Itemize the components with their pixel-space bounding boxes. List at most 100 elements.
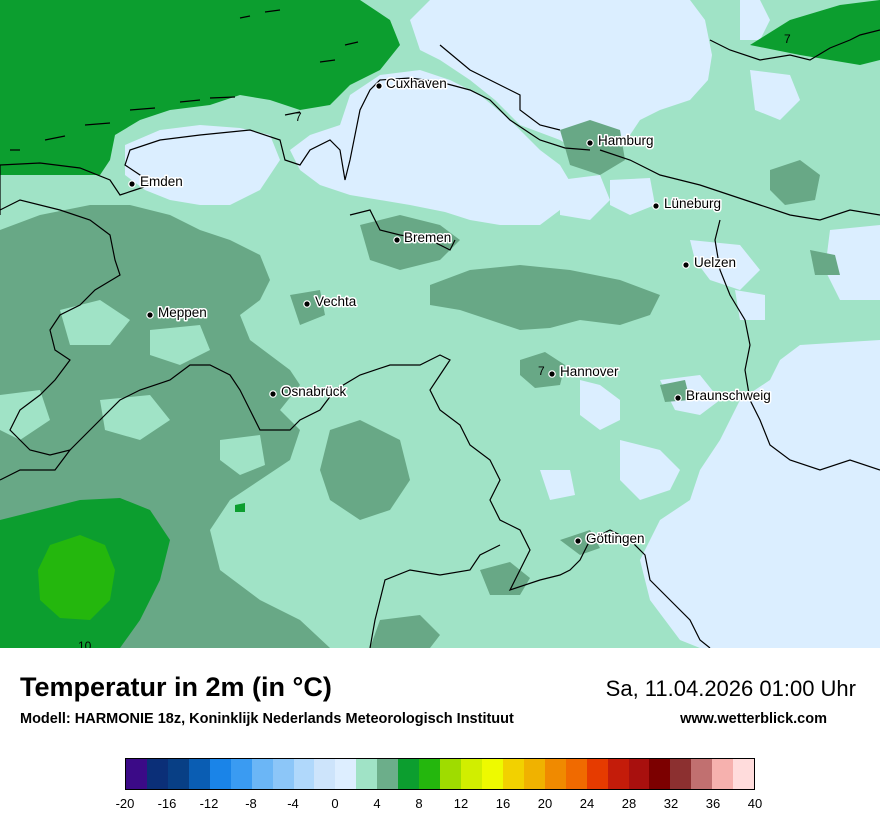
color-swatch <box>419 759 441 789</box>
color-swatch <box>293 759 315 789</box>
city-label: Lüneburg <box>664 196 721 211</box>
scale-tick-label: 24 <box>579 796 595 811</box>
temp-band-0-2 <box>125 0 880 648</box>
color-swatch <box>607 759 629 789</box>
city-marker <box>303 300 311 308</box>
forecast-datetime: Sa, 11.04.2026 01:00 Uhr <box>605 676 856 701</box>
scale-tick-label: -16 <box>157 796 177 811</box>
scale-tick-label: 32 <box>663 796 679 811</box>
scale-tick-label: -4 <box>287 796 299 811</box>
city-label: Cuxhaven <box>386 76 447 91</box>
city-label: Hamburg <box>598 133 654 148</box>
city-label: Emden <box>140 174 183 189</box>
contour-label: 10 <box>78 639 92 648</box>
model-info: Modell: HARMONIE 18z, Koninklijk Nederla… <box>20 711 514 727</box>
city-11: Göttingen <box>574 530 646 548</box>
color-swatch <box>398 759 420 789</box>
scale-tick-label: 16 <box>495 796 511 811</box>
temperature-map: Cuxhaven Hamburg Emden Lüneburg Bremen Uelzen… <box>0 0 880 648</box>
temp-band-4-6-pockets <box>0 300 265 475</box>
city-label: Bremen <box>404 230 451 245</box>
city-6: Vechta <box>303 293 358 311</box>
city-marker <box>128 180 136 188</box>
city-layer: Cuxhaven Hamburg Emden Lüneburg Bremen Uelzen… <box>128 75 772 548</box>
city-7: Meppen <box>146 304 208 322</box>
scale-tick-label: -8 <box>245 796 257 811</box>
scale-tick-label: 28 <box>621 796 637 811</box>
color-swatch <box>628 759 650 789</box>
scale-tick-label: 12 <box>453 796 469 811</box>
city-3: Lüneburg <box>652 195 723 213</box>
color-swatch <box>209 759 231 789</box>
city-marker <box>393 236 401 244</box>
city-label: Hannover <box>560 364 619 379</box>
color-swatch <box>440 759 461 789</box>
city-marker <box>269 390 277 398</box>
city-label: Braunschweig <box>686 388 771 403</box>
color-swatch <box>733 759 755 789</box>
contour-label: 7 <box>538 364 545 378</box>
city-marker <box>574 537 582 545</box>
color-swatch <box>586 759 608 789</box>
website-url: www.wetterblick.com <box>680 711 827 727</box>
coastlines-borders <box>0 29 880 648</box>
scale-tick-label: -20 <box>115 796 135 811</box>
color-swatch <box>251 759 273 789</box>
city-9: Osnabrück <box>269 383 348 401</box>
color-swatch <box>146 759 168 789</box>
color-swatch <box>691 759 713 789</box>
color-swatch <box>461 759 482 789</box>
color-swatch <box>649 759 671 789</box>
contour-label: 7 <box>295 110 302 124</box>
city-2: Emden <box>128 173 184 191</box>
temp-band-10-12 <box>38 535 115 620</box>
color-swatch <box>712 759 734 789</box>
scale-tick-label: 0 <box>331 796 339 811</box>
color-swatch <box>544 759 566 789</box>
color-scale-ticks: -20 -16 -12 -8 -4 0 4 8 12 16 20 24 28 32 36 40 <box>116 796 763 816</box>
color-swatch <box>481 759 503 789</box>
city-marker <box>375 82 383 90</box>
city-label: Göttingen <box>586 531 645 546</box>
color-swatch <box>230 759 252 789</box>
city-1: Hamburg <box>586 132 655 150</box>
city-label: Osnabrück <box>281 384 347 399</box>
color-swatch <box>126 759 147 789</box>
city-marker <box>146 311 154 319</box>
city-4: Bremen <box>393 229 453 247</box>
map-title: Temperatur in 2m (in °C) <box>20 672 332 702</box>
color-swatch <box>356 759 378 789</box>
color-swatch <box>314 759 336 789</box>
color-swatch <box>670 759 692 789</box>
city-label: Uelzen <box>694 255 736 270</box>
scale-tick-label: 4 <box>373 796 381 811</box>
city-marker <box>586 139 594 147</box>
color-swatch <box>167 759 189 789</box>
legend-panel <box>0 648 880 830</box>
city-label: Meppen <box>158 305 207 320</box>
color-swatch <box>272 759 294 789</box>
city-8: Hannover <box>548 363 621 381</box>
city-0: Cuxhaven <box>375 75 448 93</box>
scale-tick-label: 40 <box>747 796 763 811</box>
color-swatch <box>565 759 587 789</box>
islands <box>10 9 359 151</box>
scale-tick-label: 8 <box>415 796 423 811</box>
city-marker <box>652 202 660 210</box>
city-marker <box>674 394 682 402</box>
city-marker <box>548 370 556 378</box>
scale-tick-label: 20 <box>537 796 553 811</box>
city-marker <box>682 261 690 269</box>
city-10: Braunschweig <box>674 387 772 405</box>
color-swatch <box>502 759 524 789</box>
scale-tick-label: 36 <box>705 796 721 811</box>
color-swatch <box>188 759 210 789</box>
color-swatch <box>377 759 399 789</box>
contour-label: 7 <box>784 32 791 46</box>
city-5: Uelzen <box>682 254 738 272</box>
color-swatch <box>335 759 357 789</box>
color-scale-bar <box>125 758 755 790</box>
color-swatch <box>523 759 545 789</box>
city-label: Vechta <box>315 294 357 309</box>
scale-tick-label: -12 <box>199 796 219 811</box>
